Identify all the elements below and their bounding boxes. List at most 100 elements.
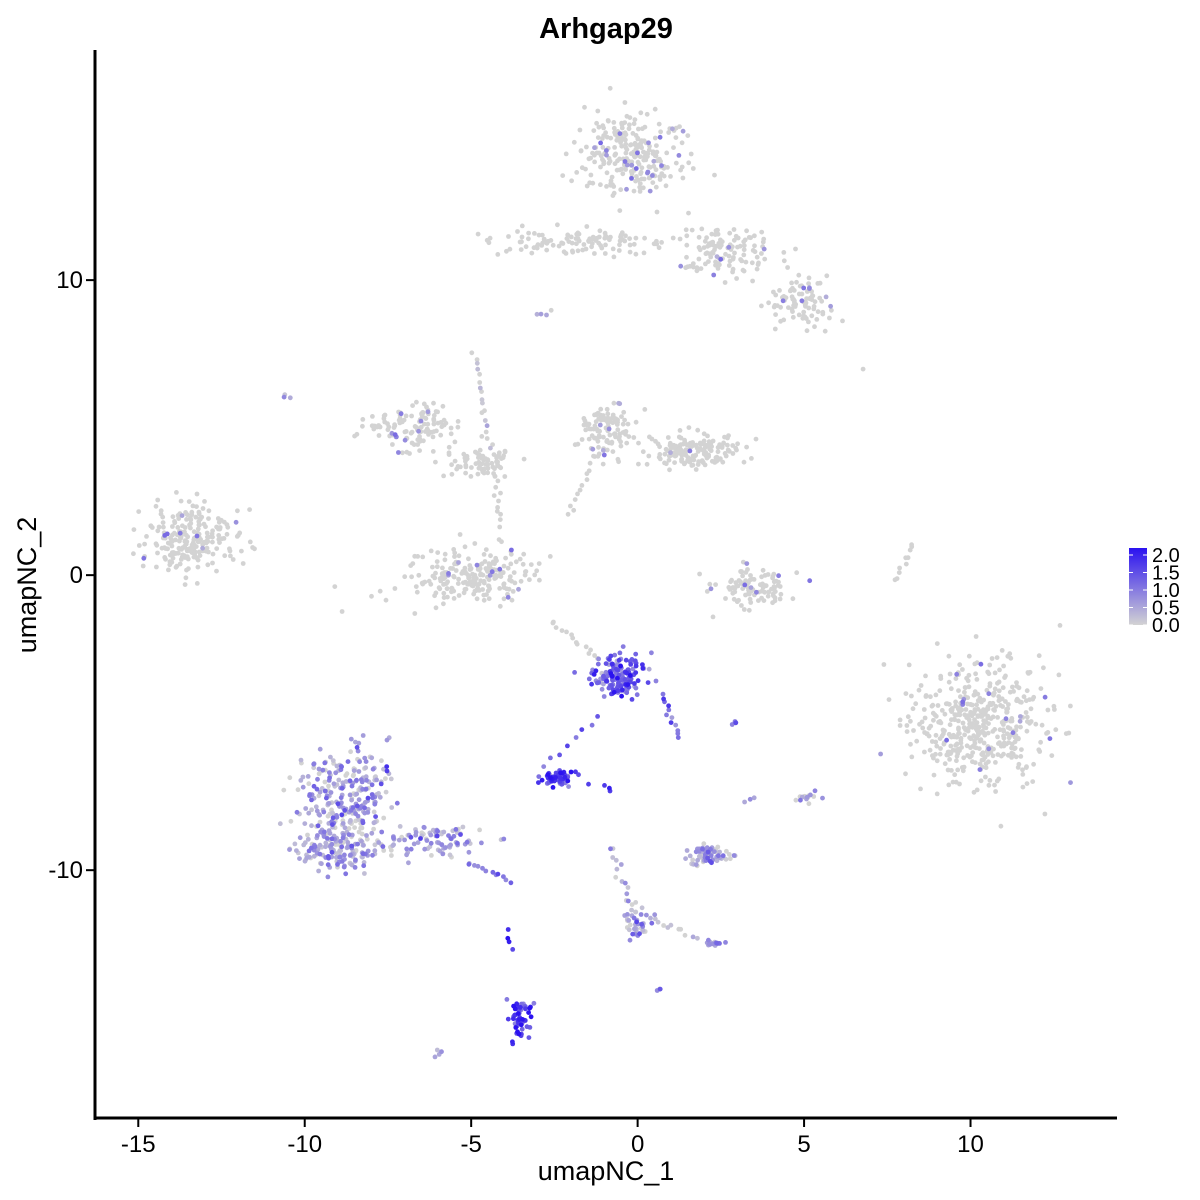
data-point <box>526 230 531 236</box>
data-point <box>670 235 676 241</box>
data-point <box>474 360 480 366</box>
data-point <box>713 582 718 587</box>
data-point <box>484 237 490 243</box>
data-point <box>515 1011 521 1016</box>
data-point <box>701 841 707 847</box>
data-point <box>651 163 657 169</box>
data-point <box>329 849 335 855</box>
data-point <box>738 581 744 586</box>
data-point <box>591 672 597 677</box>
data-point <box>188 525 193 531</box>
data-point <box>712 232 718 237</box>
data-point <box>741 607 747 612</box>
data-point <box>233 519 239 525</box>
data-point <box>592 423 598 429</box>
data-point <box>340 821 346 826</box>
data-point <box>778 304 783 310</box>
data-point <box>521 551 527 557</box>
data-point <box>633 419 639 425</box>
data-point <box>372 801 378 807</box>
data-point <box>631 241 637 247</box>
data-point <box>598 140 603 146</box>
data-point <box>599 245 605 251</box>
data-point <box>622 100 628 105</box>
data-point <box>377 794 383 800</box>
data-point <box>718 242 724 248</box>
data-point <box>1063 731 1069 736</box>
data-point <box>483 547 489 552</box>
data-point <box>360 786 365 792</box>
data-point <box>448 566 453 571</box>
data-point <box>281 394 287 400</box>
data-point <box>510 1039 515 1045</box>
data-point <box>806 275 812 281</box>
data-point <box>528 562 534 567</box>
data-point <box>731 853 737 858</box>
data-point <box>757 582 763 588</box>
data-point <box>878 751 883 757</box>
data-point <box>754 266 760 272</box>
data-point <box>799 298 805 304</box>
data-point <box>663 461 669 467</box>
data-point <box>306 848 312 854</box>
data-point <box>566 784 571 789</box>
data-point <box>939 733 945 739</box>
data-point <box>625 682 631 687</box>
data-point <box>716 853 721 859</box>
data-point <box>975 728 981 734</box>
data-point <box>469 465 474 470</box>
data-point <box>682 932 688 938</box>
data-point <box>726 244 732 250</box>
data-point <box>178 498 184 504</box>
data-point <box>574 170 580 175</box>
data-point <box>495 505 500 510</box>
data-point <box>513 559 519 565</box>
data-point <box>684 254 689 260</box>
data-point <box>661 696 666 702</box>
data-point <box>1038 739 1043 745</box>
data-point <box>975 714 981 719</box>
data-point <box>627 249 633 255</box>
data-point <box>1068 780 1073 785</box>
data-point <box>349 843 355 849</box>
data-point <box>983 725 989 731</box>
data-point <box>432 593 437 599</box>
data-point <box>352 865 358 870</box>
data-point <box>324 795 329 801</box>
data-point <box>1020 767 1025 773</box>
data-point <box>305 774 311 779</box>
data-point <box>806 801 812 807</box>
data-point <box>962 689 967 695</box>
data-point <box>978 737 984 743</box>
data-point <box>480 469 486 475</box>
data-point <box>622 238 628 244</box>
data-point <box>610 449 616 454</box>
data-point <box>319 861 324 867</box>
data-point <box>485 465 491 471</box>
data-point <box>516 586 521 592</box>
data-point <box>687 448 693 454</box>
data-point <box>324 836 330 841</box>
data-point <box>657 986 663 992</box>
data-point <box>504 586 509 592</box>
data-point <box>956 688 961 693</box>
data-point <box>235 532 241 538</box>
data-point <box>591 453 596 459</box>
data-point <box>168 535 173 541</box>
data-point <box>451 573 456 579</box>
data-point <box>247 539 253 545</box>
data-point <box>690 934 696 940</box>
data-point <box>325 874 331 880</box>
data-point <box>977 761 983 767</box>
data-point <box>346 826 352 831</box>
data-point <box>610 855 616 860</box>
data-point <box>595 453 601 459</box>
data-point <box>584 144 589 150</box>
data-point <box>771 304 777 310</box>
data-point <box>194 491 200 497</box>
data-point <box>200 542 206 548</box>
data-point <box>494 508 500 514</box>
data-point <box>720 459 726 465</box>
data-point <box>916 687 922 693</box>
data-point <box>751 577 757 582</box>
